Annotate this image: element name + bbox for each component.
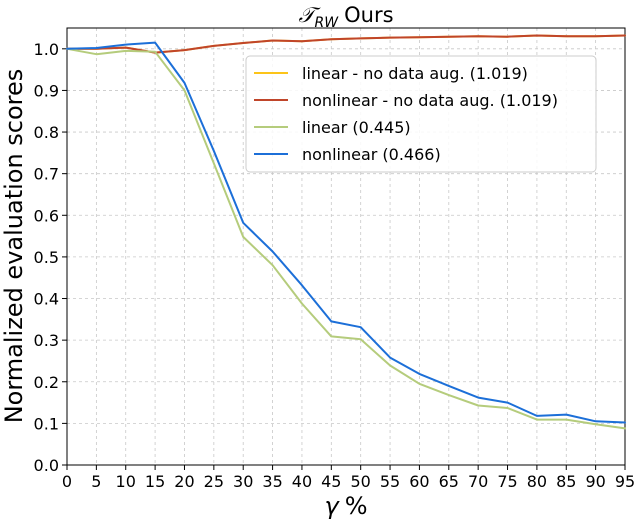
x-axis-title: γ% — [324, 492, 367, 520]
y-tick-label: 0.8 — [34, 123, 59, 142]
y-tick-label: 0.2 — [34, 373, 59, 392]
y-axis-ticks: 0.0 0.1 0.2 0.3 0.4 0.5 0.6 0.7 0.8 0.9 1.0 — [34, 40, 67, 475]
x-tick-label: 95 — [615, 472, 635, 491]
title-text: Ours — [344, 3, 393, 27]
y-tick-label: 0.7 — [34, 165, 59, 184]
x-axis-unit: % — [345, 492, 368, 520]
legend-label: nonlinear - no data aug. (1.019) — [302, 91, 558, 110]
y-axis-title: Normalized evaluation scores — [0, 69, 28, 424]
x-tick-label: 60 — [409, 472, 429, 491]
chart-title: 𝒯RW Ours — [298, 3, 393, 31]
legend-box — [245, 55, 597, 173]
x-tick-label: 25 — [204, 472, 224, 491]
x-tick-label: 75 — [497, 472, 517, 491]
x-tick-label: 10 — [116, 472, 136, 491]
x-tick-label: 0 — [62, 472, 72, 491]
y-tick-label: 0.1 — [34, 414, 59, 433]
x-tick-label: 65 — [439, 472, 459, 491]
x-tick-label: 15 — [145, 472, 165, 491]
x-tick-label: 90 — [585, 472, 605, 491]
series-line-3 — [66, 47, 626, 430]
title-subscript: RW — [315, 15, 340, 31]
legend: linear - no data aug. (1.019) nonlinear -… — [245, 55, 597, 173]
y-tick-label: 0.6 — [34, 206, 59, 225]
y-tick-label: 0.9 — [34, 81, 59, 100]
x-axis-ticks: 0 5 10 15 20 25 30 35 40 45 50 55 60 65 70 75 80 85 90 95 — [62, 465, 635, 491]
x-tick-label: 45 — [321, 472, 341, 491]
x-axis-symbol: γ — [324, 492, 340, 520]
series-line-4 — [66, 41, 626, 424]
y-tick-label: 0.4 — [34, 290, 59, 309]
x-tick-label: 70 — [468, 472, 488, 491]
x-tick-label: 40 — [292, 472, 312, 491]
x-tick-label: 20 — [174, 472, 194, 491]
series-line-2 — [66, 34, 626, 54]
x-tick-label: 50 — [351, 472, 371, 491]
y-tick-label: 0.0 — [34, 456, 59, 475]
x-tick-label: 80 — [527, 472, 547, 491]
x-tick-label: 85 — [556, 472, 576, 491]
x-tick-label: 5 — [91, 472, 101, 491]
x-tick-label: 35 — [262, 472, 282, 491]
series-lines — [66, 34, 626, 430]
x-tick-label: 30 — [233, 472, 253, 491]
y-tick-label: 0.5 — [34, 248, 59, 267]
y-tick-label: 0.3 — [34, 331, 59, 350]
legend-label: linear - no data aug. (1.019) — [302, 64, 528, 83]
x-tick-label: 55 — [380, 472, 400, 491]
legend-label: nonlinear (0.466) — [302, 145, 441, 164]
y-tick-label: 1.0 — [34, 40, 59, 59]
plot-frame — [66, 27, 626, 466]
legend-label: linear (0.445) — [302, 118, 411, 137]
